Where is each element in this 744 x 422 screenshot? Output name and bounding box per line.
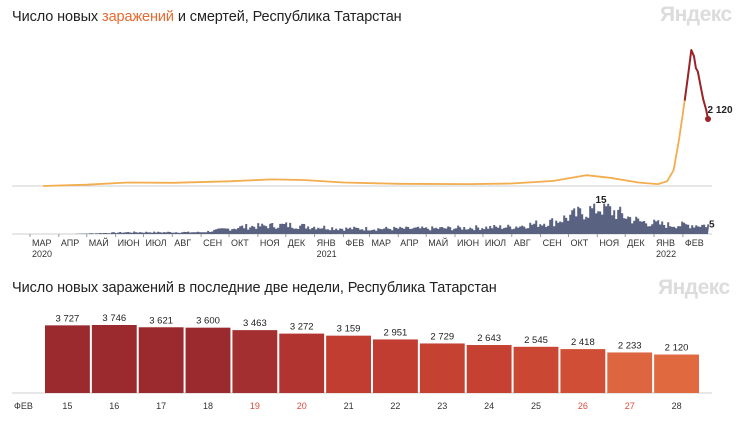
year-label: 2022 [656,249,676,259]
chart2-title: Число новых заражений в последние две не… [12,280,497,296]
infections-line [42,100,686,187]
bar-value-label: 2 729 [430,331,454,342]
month-label: ФЕВ [685,238,704,248]
bar [91,325,137,393]
day-label: 22 [390,401,400,411]
deaths-last-label: 5 [709,219,715,230]
bar-value-label: 2 418 [571,337,595,348]
day-label: 18 [203,401,213,411]
bar-value-label: 2 120 [665,343,689,354]
bar [185,327,231,393]
bar [654,354,699,393]
day-label: 20 [297,401,307,411]
bar-value-label: 2 545 [524,335,548,346]
month-label: МАР [371,238,391,248]
deaths-peak-label: 15 [595,195,607,206]
bar-value-label: 3 746 [102,313,126,324]
bar-value-label: 3 159 [337,324,361,335]
bar-value-label: 3 600 [196,316,220,327]
bar [513,346,559,393]
day-label: 15 [62,401,72,411]
day-label: 24 [484,401,494,411]
month-label: АВГ [514,238,531,248]
month-label: ЯНВ [317,238,336,248]
month-label: ИЮН [118,238,140,248]
bar-value-label: 2 643 [477,333,501,344]
month-axis-label: ФЕВ [14,401,33,411]
month-label: МАР [32,238,52,248]
bar [560,349,606,393]
bar [373,339,418,393]
bar-value-label: 3 621 [149,315,173,326]
bar-value-label: 3 272 [290,322,314,333]
month-label: НОЯ [599,238,619,248]
month-label: ДЕК [627,238,645,248]
bar-value-label: 3 463 [243,318,267,329]
month-label: ФЕВ [345,238,364,248]
bar-value-label: 2 233 [618,340,642,351]
day-label: 26 [578,401,588,411]
infections-last-label: 2 120 [707,105,732,116]
day-label: 19 [250,401,260,411]
month-label: МАЙ [89,237,109,248]
infections-series: 2 120 [12,49,733,187]
day-label: 28 [672,401,682,411]
day-label: 27 [625,401,635,411]
yandex-logo: Яндекс [660,3,732,26]
month-label: АПР [61,238,79,248]
month-label: ИЮЛ [145,238,166,248]
infections-line-recent [683,49,709,120]
chart1-title-part2: и смертей, Республика Татарстан [173,9,402,25]
month-label: ЯНВ [656,238,675,248]
bar [232,330,278,393]
bar [45,325,90,393]
year-label: 2021 [317,249,337,259]
month-label: ИЮН [457,238,479,248]
deaths-area [67,203,710,234]
bar [419,343,465,393]
chart1-title: Число новых заражений и смертей, Республ… [12,9,402,25]
bar-value-label: 2 951 [384,327,408,338]
day-label: 25 [531,401,541,411]
chart1-x-axis: МАР АПР МАЙ ИЮН ИЮЛ АВГ СЕН ОКТ НОЯ ДЕК ЯНВ ФЕВ МАР А… [29,234,704,259]
month-label: НОЯ [260,238,280,248]
chart1-title-accent: заражений [102,9,174,25]
month-label: ОКТ [570,238,588,248]
month-label: АПР [400,238,418,248]
infections-last-point [705,115,711,122]
month-label: СЕН [203,238,222,248]
infections-deaths-chart: 2 120 15 5 МАР АПР МАЙ ИЮН ИЮЛ АВГ СЕН ОКТ НОЯ ДЕК… [12,49,733,259]
year-label: 2020 [32,249,52,259]
chart1-title-part1: Число новых [12,9,103,25]
yandex-logo-2: Яндекс [658,276,730,299]
bar [607,352,653,393]
day-label: 21 [344,401,354,411]
bar [326,335,371,393]
day-label: 23 [437,401,447,411]
month-label: АВГ [174,238,191,248]
month-label: МАЙ [428,237,448,248]
bar [466,345,512,393]
month-label: ОКТ [231,238,249,248]
bar [279,333,325,393]
deaths-series: 15 5 [12,195,715,235]
bar [138,327,184,393]
day-label: 17 [156,401,166,411]
month-label: СЕН [543,238,562,248]
bars: ФЕВ 3 727 15 3 746 16 3 621 17 3 600 18 3 463 19 3 … [12,313,712,411]
month-label: ИЮЛ [485,238,506,248]
month-label: ДЕК [288,238,306,248]
day-label: 16 [109,401,119,411]
bar-value-label: 3 727 [56,313,80,324]
